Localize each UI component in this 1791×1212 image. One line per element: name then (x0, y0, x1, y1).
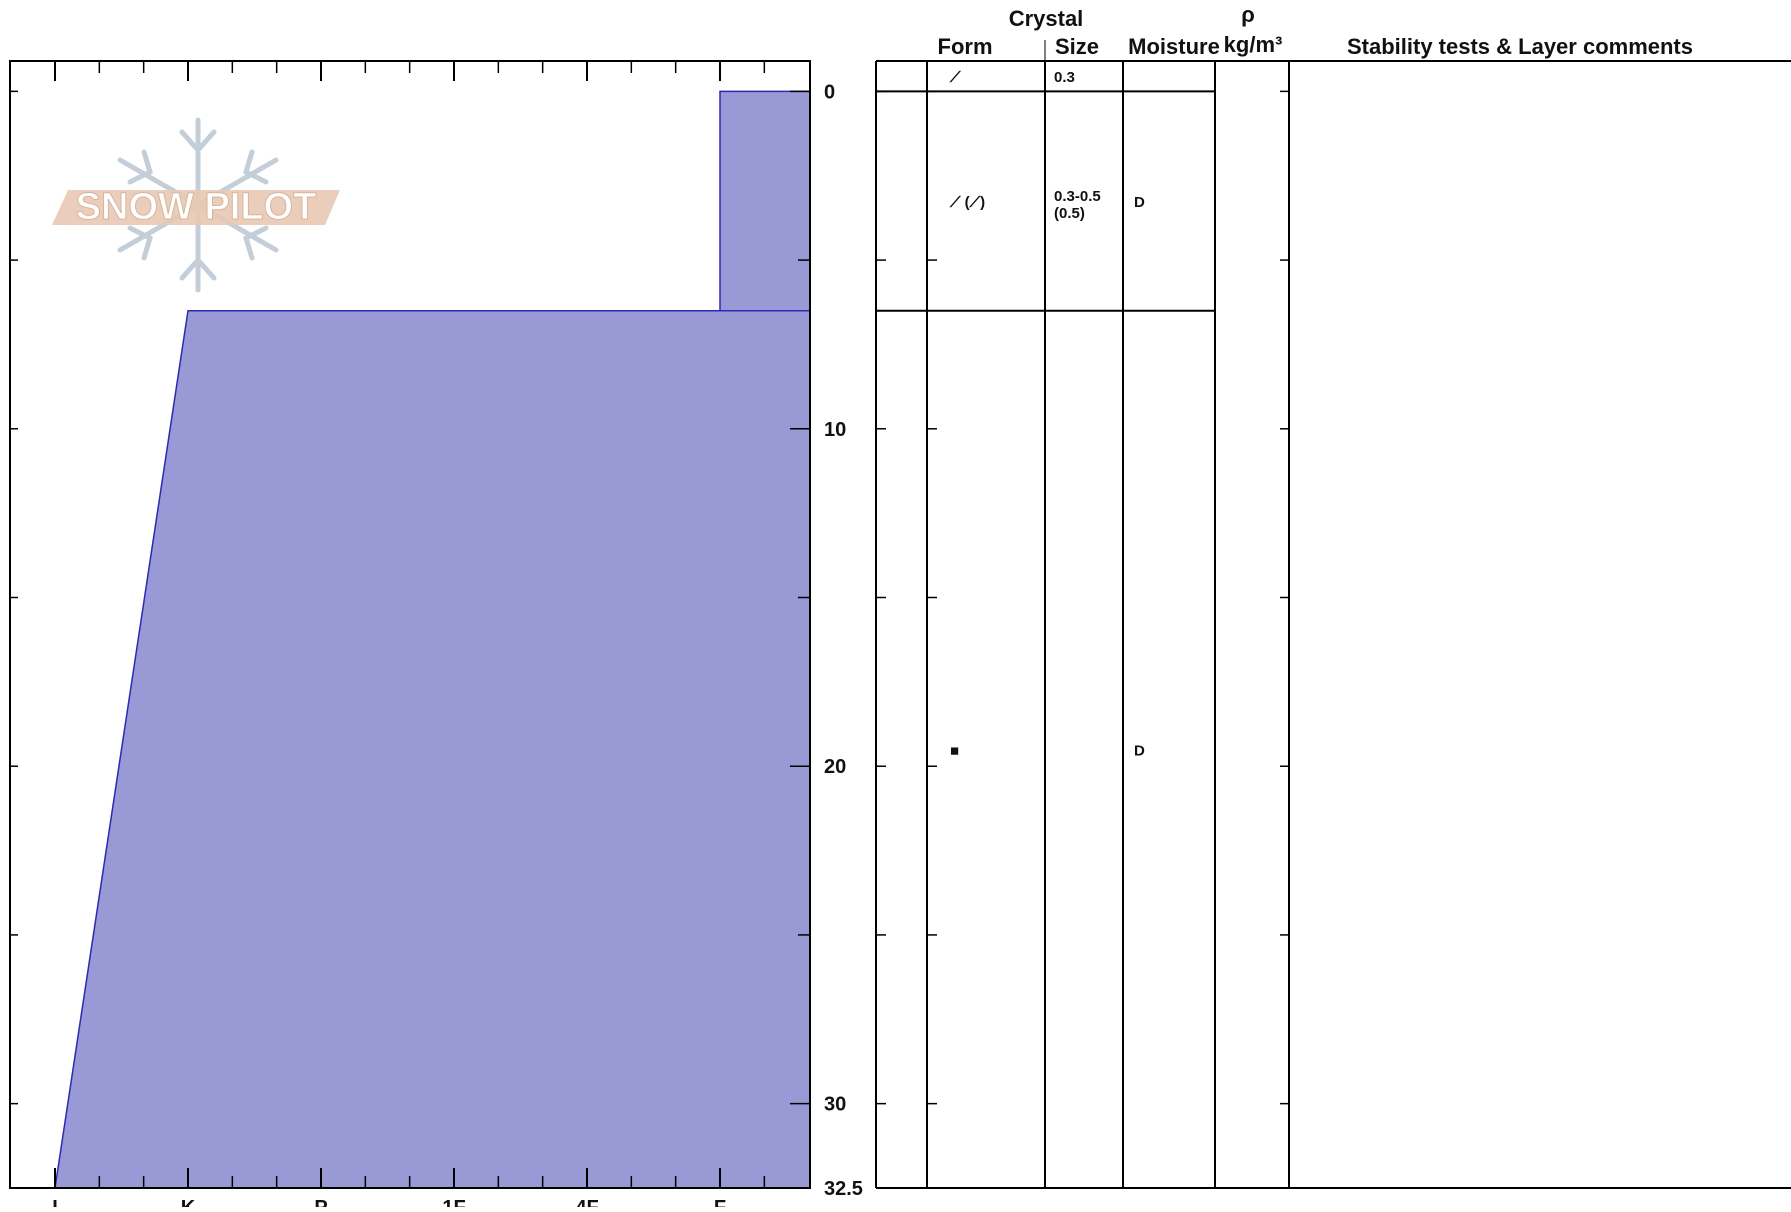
hardness-tick-label: K (181, 1197, 196, 1207)
depth-tick-label: 10 (824, 419, 846, 441)
depth-end-label: 32.5 (824, 1178, 863, 1200)
header-form: Form (938, 34, 993, 59)
layer-row-1: ⟋ 0.3 (949, 69, 1075, 86)
layer-row-2: ⟋ (⟋) 0.3-0.5(0.5) D (949, 188, 1145, 222)
depth-axis: 0 10 20 30 32.5 (10, 81, 863, 1200)
hardness-tick-label: 1F (442, 1197, 465, 1207)
grain-size: 0.3-0.5 (1054, 188, 1101, 205)
hardness-tick-label: F (714, 1197, 726, 1207)
depth-tick-label: 0 (824, 81, 835, 103)
header-comments: Stability tests & Layer comments (1347, 34, 1693, 59)
hardness-tick-label: I (52, 1197, 58, 1207)
snow-pilot-logo: SNOW PILOT (52, 117, 340, 293)
layer-row-3: ■ D (950, 742, 1145, 759)
header-rho: ρ (1241, 2, 1255, 27)
hardness-layer-2 (54, 309, 811, 1189)
grain-size-secondary: (0.5) (1054, 205, 1085, 222)
hardness-tick-label: 4F (575, 1197, 598, 1207)
depth-tick-label: 30 (824, 1094, 846, 1116)
moisture-value: D (1134, 194, 1145, 211)
hardness-layer-1 (719, 90, 811, 312)
header-size: Size (1055, 34, 1099, 59)
grain-size: 0.3 (1054, 69, 1075, 86)
hardness-ticks: I K P 1F 4F F (52, 61, 766, 1212)
grain-form-symbol: ■ (950, 742, 959, 759)
moisture-value: D (1134, 742, 1145, 759)
depth-tick-label: 20 (824, 756, 846, 778)
table-headers: Crystal Form Size Moisture ρ kg/m³ Stabi… (938, 2, 1694, 59)
layer-table-grid (875, 40, 1791, 1189)
layer-rows: ⟋ 0.3⟋ (⟋) 0.3-0.5(0.5)D■ D (949, 69, 1145, 759)
grain-form-symbol: ⟋ (949, 69, 962, 86)
header-moisture: Moisture (1128, 34, 1220, 59)
header-crystal: Crystal (1009, 6, 1084, 31)
hardness-profile (54, 90, 811, 1189)
logo-banner (52, 190, 340, 225)
hardness-tick-label: P (314, 1197, 327, 1207)
header-density-unit: kg/m³ (1224, 32, 1283, 57)
logo-text: SNOW PILOT (76, 186, 317, 228)
grain-form-symbol: ⟋ (⟋) (949, 194, 985, 211)
